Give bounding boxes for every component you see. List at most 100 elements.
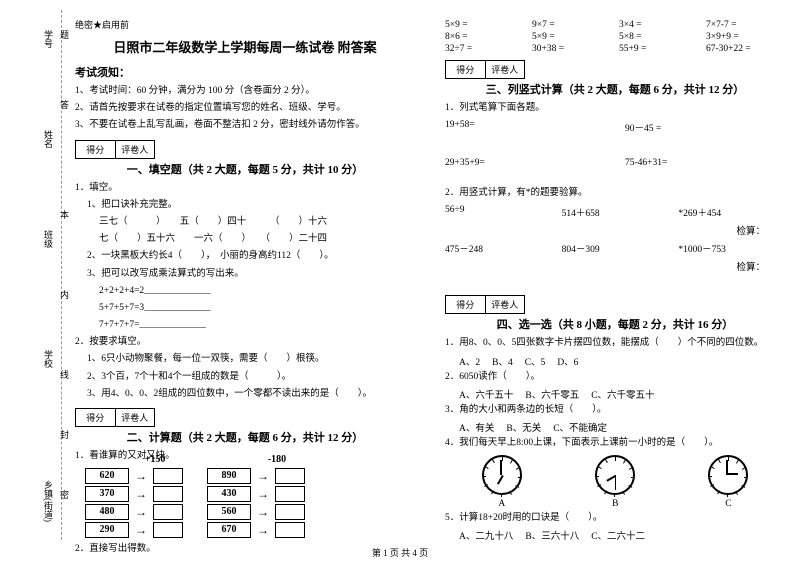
- flow-empty-1: [153, 468, 183, 538]
- s3-q2-a: 56÷9: [445, 205, 552, 219]
- score2-c2: 评卷人: [116, 409, 155, 426]
- s4-q5-opts: A、二九十八 B、三六十八 C、二六十二: [459, 528, 785, 542]
- s3-q2-row1: 56÷9 514＋658 *269＋454: [445, 205, 785, 219]
- check-2: 检算：: [445, 259, 765, 273]
- op-plus: +150: [135, 454, 175, 465]
- binding-margin: 学号 姓名 班级 学校 乡镇(街道): [12, 10, 62, 540]
- s1-q1: 1．填空。: [75, 181, 415, 196]
- fl-2: 480: [85, 504, 129, 520]
- cl-b: B: [612, 499, 618, 509]
- c-0-1: 9×7 =: [532, 20, 611, 30]
- s3-q1-d: 75-46+31=: [625, 158, 785, 168]
- clock-b: [595, 455, 635, 495]
- fl-1: 370: [85, 486, 129, 502]
- notes-head: 考试须知：: [75, 64, 415, 80]
- q1-d: D、6: [557, 354, 578, 368]
- flow-chart: 620 370 480 290 +150 → → → → 890 43: [85, 468, 415, 538]
- cl-c: C: [725, 499, 731, 509]
- q3-a: A、有关: [459, 420, 494, 434]
- e3: [153, 504, 183, 520]
- seal-text-1: 答: [58, 100, 71, 109]
- s3-q2-row2: 475－248 804－309 *1000－753: [445, 241, 785, 255]
- s4-q2-opts: A、六千五十 B、六千零五 C、六千零五十: [459, 387, 785, 401]
- flow-left-col: 620 370 480 290: [85, 468, 129, 538]
- fm-0: 890: [207, 468, 251, 484]
- s3-q1-c: 29+35+9=: [445, 158, 605, 168]
- q5-a: A、二九十八: [459, 528, 513, 542]
- bind-label-1: 姓名: [42, 130, 55, 148]
- score2-c1: 得分: [76, 409, 116, 426]
- s1-q1c-l3: 7+7+7+7=______________: [99, 318, 415, 333]
- s3-q2-c: *269＋454: [678, 205, 785, 219]
- q5-b: B、三六十八: [525, 528, 579, 542]
- op-minus: -180: [257, 454, 297, 465]
- e4: [153, 522, 183, 538]
- arr-4: →: [135, 522, 147, 538]
- fl-0: 620: [85, 468, 129, 484]
- e1: [153, 468, 183, 484]
- arr-2: →: [135, 486, 147, 502]
- c-0-0: 5×9 =: [445, 20, 524, 30]
- e2: [153, 486, 183, 502]
- flow-mid-col: 890 430 560 670: [207, 468, 251, 538]
- s1-q2-l2: 2、3个百，7个十和4个一组成的数是（ ）。: [87, 370, 415, 385]
- s3-q2-e: 804－309: [562, 241, 669, 255]
- score3-c1: 得分: [446, 61, 486, 78]
- s1-q1a-l1: 三七（ ） 五（ ）四十 （ ）十六: [99, 215, 415, 230]
- check-1: 检算：: [445, 223, 765, 237]
- score-box-2: 得分 评卷人: [75, 408, 155, 427]
- s1-q1b: 2、一块黑板大约长4（ ）， 小丽的身高约112（ ）。: [87, 249, 415, 264]
- s1-q1c: 3、把可以改写成乘法算式的写出来。: [87, 267, 415, 282]
- c-1-3: 3×9+9 =: [706, 32, 785, 42]
- right-column: 5×9 = 9×7 = 3×4 = 7×7-7 = 8×6 = 5×9 = 5×…: [445, 18, 785, 559]
- fm-2: 560: [207, 504, 251, 520]
- s1-q1a-l2: 七（ ）五十六 一六（ ） （ ）二十四: [99, 232, 415, 247]
- s4-q3: 3．角的大小和两条边的长短（ ）。: [445, 403, 785, 418]
- arr-6: →: [257, 486, 269, 502]
- score-box-1: 得分 评卷人: [75, 140, 155, 159]
- s1-q1a: 1、把口诀补充完整。: [87, 198, 415, 213]
- section-4-title: 四、选一选（共 8 小题，每题 2 分，共计 16 分）: [445, 316, 785, 332]
- score-c1: 得分: [76, 141, 116, 158]
- arr-7: →: [257, 504, 269, 520]
- seal-text-6: 密: [58, 490, 71, 499]
- s1-q2-l1: 1、6只小动物聚餐，每一位一双筷，需要（ ）根筷。: [87, 352, 415, 367]
- section-1-title: 一、填空题（共 2 大题，每题 5 分，共计 10 分）: [75, 161, 415, 177]
- seal-text-2: 本: [58, 210, 71, 219]
- seal-text-4: 线: [58, 370, 71, 379]
- c-2-3: 67-30+22 =: [706, 44, 785, 54]
- s1-q1c-l2: 5+7+5+7=3______________: [99, 301, 415, 316]
- q1-a: A、2: [459, 354, 480, 368]
- s3-q1-row2: 29+35+9= 75-46+31=: [445, 158, 785, 168]
- c-2-0: 32÷7 =: [445, 44, 524, 54]
- section-2-title: 二、计算题（共 2 大题，每题 6 分，共计 12 分）: [75, 429, 415, 445]
- score4-c1: 得分: [446, 296, 486, 313]
- bind-label-3: 学校: [42, 350, 55, 368]
- s4-q1-opts: A、2 B、4 C、5 D、6: [459, 354, 785, 368]
- calc-grid: 5×9 = 9×7 = 3×4 = 7×7-7 = 8×6 = 5×9 = 5×…: [445, 20, 785, 54]
- page-content: 绝密★启用前 日照市二年级数学上学期每周一练试卷 附答案 考试须知： 1、考试时…: [75, 18, 785, 559]
- c-1-1: 5×9 =: [532, 32, 611, 42]
- s3-q1: 1．列式笔算下面各题。: [445, 101, 785, 116]
- fm-1: 430: [207, 486, 251, 502]
- c-2-1: 30+38 =: [532, 44, 611, 54]
- s3-q1-b: 90－45 =: [625, 120, 785, 134]
- fl-3: 290: [85, 522, 129, 538]
- q5-c: C、二六十二: [591, 528, 645, 542]
- q2-c: C、六千零五十: [591, 387, 654, 401]
- s4-q2: 2．6050读作（ ）。: [445, 370, 785, 385]
- s3-q1-row1: 19+58= 90－45 =: [445, 120, 785, 134]
- q2-a: A、六千五十: [459, 387, 513, 401]
- s1-q1c-l1: 2+2+2+4=2______________: [99, 284, 415, 299]
- arr-5: →: [257, 468, 269, 484]
- q1-b: B、4: [492, 354, 513, 368]
- c-1-2: 5×8 =: [619, 32, 698, 42]
- seal-text-5: 封: [58, 430, 71, 439]
- q1-c: C、5: [525, 354, 546, 368]
- q3-b: B、无关: [506, 420, 541, 434]
- seal-text-0: 题: [58, 30, 71, 39]
- score-box-3: 得分 评卷人: [445, 60, 525, 79]
- arr-1: →: [135, 468, 147, 484]
- s1-q2-l3: 3、用4、0、0、2组成的四位数中，一个零都不读出来的是（ ）。: [87, 387, 415, 402]
- s2-q1: 1．看谁算的又对又快。: [75, 449, 415, 464]
